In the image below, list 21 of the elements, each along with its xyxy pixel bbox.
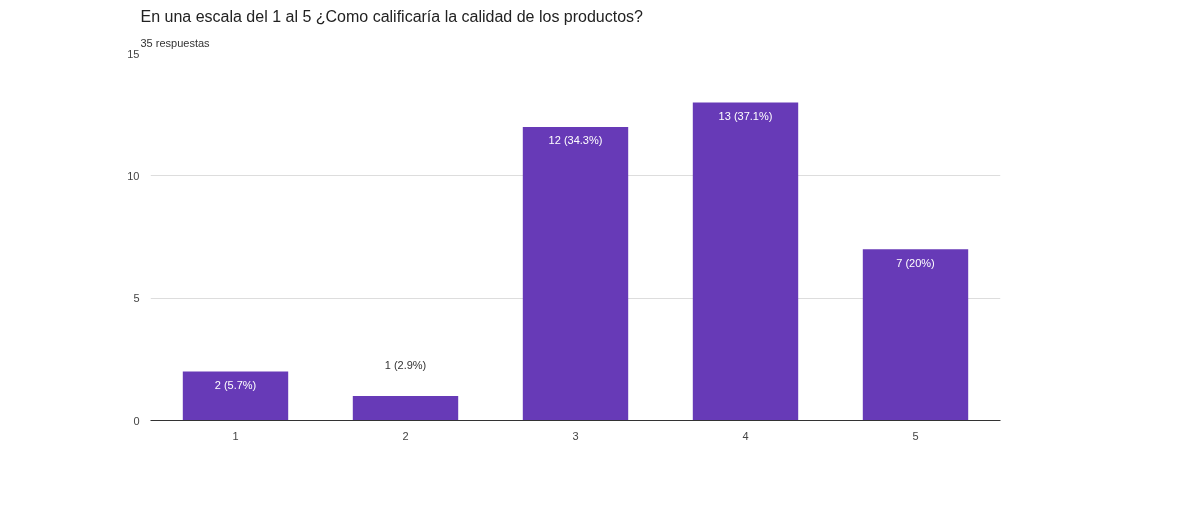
data-label: 2 (5.7%) [214,378,257,391]
y-tick-label: 5 [133,292,140,305]
data-label: 7 (20%) [896,256,935,269]
x-tick-label: 4 [742,429,749,442]
data-label: 13 (37.1%) [718,109,773,122]
y-tick-label: 10 [127,169,140,182]
x-tick-label: 1 [232,429,239,442]
bar [352,396,459,421]
y-tick-label: 0 [133,414,140,427]
chart-subtitle: 35 respuestas [140,36,211,49]
data-label: 12 (34.3%) [548,134,603,147]
x-tick-label: 5 [912,429,919,442]
y-tick-label: 15 [127,47,140,60]
chart-title: En una escala del 1 al 5 ¿Como calificaría la calidad de los productos? [140,7,644,25]
bar [692,102,799,421]
bar [182,371,289,421]
bar [522,126,629,421]
x-tick-label: 3 [572,429,579,442]
bar [862,249,969,421]
x-tick-label: 2 [402,429,409,442]
data-label: 1 (2.9%) [384,359,427,372]
